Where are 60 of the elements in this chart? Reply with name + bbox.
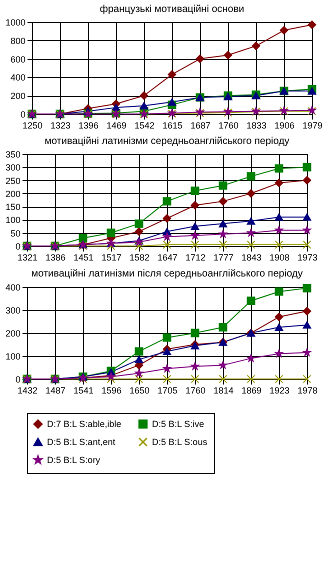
x-tick-label: 1973 [297,252,318,262]
x-tick-label: 1250 [22,120,43,130]
y-tick-label: 600 [10,54,26,64]
y-tick-label: 350 [5,150,20,160]
y-tick-label: 200 [10,91,26,102]
y-tick-label: 200 [5,188,20,199]
y-tick-label: 0 [15,242,20,252]
x-tick-label: 1833 [246,120,267,130]
y-tick-label: 800 [10,36,26,46]
x-tick-label: 1542 [134,120,155,130]
chart-title: французькі мотиваційні основи [100,4,244,15]
legend-label: D:7 B:L S:able,ible [47,419,122,430]
x-tick-label: 1451 [73,252,94,262]
x-tick-label: 1596 [101,386,122,396]
x-tick-label: 1386 [45,252,66,262]
x-tick-label: 1582 [129,252,150,262]
x-tick-label: 1469 [106,120,127,130]
y-tick-label: 250 [5,176,20,186]
x-tick-label: 1760 [218,120,239,130]
legend-label: D:5 B:L S:ant,ent [47,437,116,447]
y-tick-label: 300 [5,306,20,316]
y-tick-label: 0 [20,110,26,120]
legend-label: D:5 B:L S:ive [152,419,204,430]
y-tick-label: 0 [15,374,20,384]
x-tick-label: 1908 [269,252,290,262]
x-tick-label: 1432 [17,386,38,396]
x-tick-label: 1705 [157,386,178,396]
x-tick-label: 1712 [185,252,206,262]
x-tick-label: 1396 [78,120,99,130]
y-tick-label: 300 [5,162,20,173]
y-tick-label: 1000 [5,18,26,28]
x-tick-label: 1777 [213,252,234,262]
x-tick-label: 1650 [129,386,150,396]
chart-title: мотиваційні латинізми середньоанглійського періоду [44,136,290,147]
y-tick-label: 400 [5,282,20,292]
x-tick-label: 1647 [157,252,178,262]
x-tick-label: 1843 [241,252,262,262]
legend-label: D:5 B:L S:ory [47,455,101,465]
y-tick-label: 150 [5,202,20,212]
x-tick-label: 1687 [190,120,211,130]
x-tick-label: 1760 [185,386,206,396]
legend-label: D:5 B:L S:ous [152,437,208,447]
x-tick-label: 1321 [17,252,38,262]
chart-title: мотиваційні латинізми після середньоанглійського періоду [31,268,303,280]
x-tick-label: 1923 [269,386,290,396]
y-tick-label: 200 [5,328,20,338]
x-tick-label: 1487 [45,386,66,396]
y-tick-label: 400 [10,72,26,83]
x-tick-label: 1541 [73,386,94,396]
x-tick-label: 1869 [241,386,262,396]
x-tick-label: 1615 [162,120,183,130]
x-tick-label: 1978 [297,386,318,396]
x-tick-label: 1814 [213,386,234,396]
x-tick-label: 1323 [50,120,71,130]
x-tick-label: 1517 [101,252,122,262]
y-tick-label: 50 [10,228,20,238]
y-tick-label: 100 [5,352,20,362]
x-tick-label: 1979 [302,120,323,130]
x-tick-label: 1906 [274,120,295,130]
y-tick-label: 100 [5,215,20,226]
